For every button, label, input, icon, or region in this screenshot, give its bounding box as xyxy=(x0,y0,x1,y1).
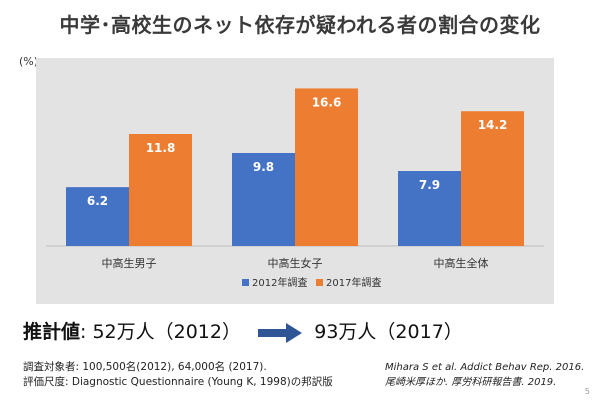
slide-title: 中学･高校生のネット依存が疑われる者の割合の変化 xyxy=(59,13,541,37)
legend-label-0: 2012年調査 xyxy=(252,276,307,289)
data-label-1-2: 14.2 xyxy=(478,118,508,132)
bar-chart: 6.2 11.8 中高生男子 9.8 16.6 中高生女子 7.9 14.2 中高生全体 2012… xyxy=(46,88,544,289)
bar-1-2 xyxy=(461,111,524,246)
category-label-0: 中高生男子 xyxy=(102,256,157,270)
bar-1-0 xyxy=(129,134,192,246)
bar-1-1 xyxy=(295,88,358,246)
legend-label-1: 2017年調査 xyxy=(326,276,381,289)
notes-subjects: 調査対象者: 100,500名(2012), 64,000名 (2017). xyxy=(23,361,267,373)
legend-swatch-0 xyxy=(242,279,249,286)
right-arrow-icon xyxy=(257,322,302,343)
survey-notes: 調査対象者: 100,500名(2012), 64,000名 (2017). 評… xyxy=(23,360,333,390)
references: Mihara S et al. Addict Behav Rep. 2016. … xyxy=(385,360,584,390)
data-label-1-0: 11.8 xyxy=(146,141,176,155)
data-label-0-1: 9.8 xyxy=(253,160,274,174)
estimate-2017: 93万人（2017） xyxy=(314,321,463,343)
bar-0-2 xyxy=(398,171,461,246)
chart-panel: 6.2 11.8 中高生男子 9.8 16.6 中高生女子 7.9 14.2 中高生全体 2012… xyxy=(36,58,554,304)
category-label-1: 中高生女子 xyxy=(268,256,323,270)
estimate-summary: 推計値: 52万人（2012） 93万人（2017） xyxy=(23,317,463,344)
page-number: 5 xyxy=(584,387,590,396)
reference-2: 尾崎米厚ほか. 厚労科研報告書. 2019. xyxy=(385,377,557,388)
data-label-1-1: 16.6 xyxy=(312,95,342,109)
estimate-label: 推計値 xyxy=(23,321,81,343)
legend-swatch-1 xyxy=(316,279,323,286)
reference-1: Mihara S et al. Addict Behav Rep. 2016. xyxy=(385,362,585,373)
data-label-0-2: 7.9 xyxy=(419,178,440,192)
category-label-2: 中高生全体 xyxy=(434,256,489,270)
bar-0-0 xyxy=(66,187,129,246)
data-label-0-0: 6.2 xyxy=(87,194,108,208)
estimate-2012: : 52万人（2012） xyxy=(80,321,241,343)
bar-0-1 xyxy=(232,152,295,246)
y-axis-unit-label: (%) xyxy=(19,55,39,68)
notes-scale: 評価尺度: Diagnostic Questionnaire (Young K,… xyxy=(23,376,333,388)
